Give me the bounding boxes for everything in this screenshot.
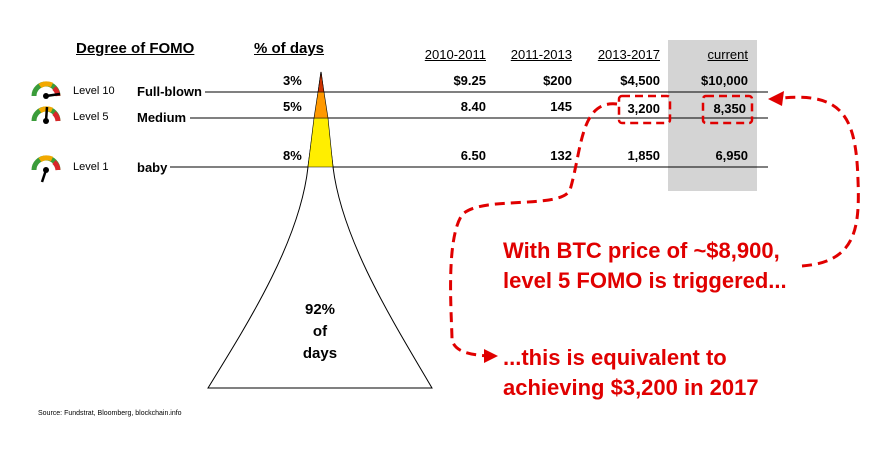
funnel-days: days bbox=[302, 345, 338, 362]
level-1-value-2013: 1,850 bbox=[627, 148, 660, 163]
period-header-2013: 2013-2017 bbox=[597, 47, 660, 62]
secondary-callout-line-1: ...this is equivalent to bbox=[503, 345, 727, 370]
arrowhead-current bbox=[768, 91, 784, 106]
level-5-value-2011: 145 bbox=[550, 99, 572, 114]
level-5-value-2013: 3,200 bbox=[627, 101, 660, 116]
arrowhead-2017 bbox=[484, 349, 498, 363]
period-header-current: current bbox=[707, 47, 748, 62]
funnel-level-10-fill bbox=[317, 71, 325, 93]
level-1-value-2010: 6.50 bbox=[460, 148, 486, 163]
funnel-of: of bbox=[312, 323, 328, 340]
level-5-pct: 5% bbox=[283, 99, 302, 114]
funnel-pct: 92% bbox=[304, 301, 336, 318]
main-callout-line-1: With BTC price of ~$8,900, bbox=[503, 238, 780, 263]
highlight-box-8350 bbox=[701, 94, 754, 125]
level-10-value-2013: $4,500 bbox=[620, 73, 660, 88]
current-column-highlight bbox=[668, 40, 757, 191]
level-10-pct: 3% bbox=[283, 73, 302, 88]
gauge-level-5-icon bbox=[31, 106, 61, 124]
pct-days-header: % of days bbox=[254, 40, 325, 57]
level-5-name: Medium bbox=[137, 110, 190, 125]
source-note: Source: Fundstrat, Bloomberg, blockchain… bbox=[38, 410, 182, 417]
funnel-bottom-label: 92% of days bbox=[290, 299, 350, 365]
secondary-callout-line-2: achieving $3,200 in 2017 bbox=[503, 375, 759, 400]
level-10-value-current: $10,000 bbox=[701, 73, 748, 88]
period-header-2011: 2011-2013 bbox=[510, 47, 572, 62]
level-1-pct: 8% bbox=[283, 148, 302, 163]
level-1-label: Level 1 bbox=[73, 161, 109, 173]
degree-of-fomo-header: Degree of FOMO bbox=[76, 40, 195, 57]
funnel-level-5-fill bbox=[313, 91, 329, 119]
level-10-name: Full-blown bbox=[137, 84, 204, 99]
highlight-box-3200 bbox=[617, 94, 672, 125]
funnel-outline bbox=[207, 71, 433, 389]
level-10-label: Level 10 bbox=[73, 85, 115, 97]
period-header-2010: 2010-2011 bbox=[424, 47, 486, 62]
level-1-name: baby bbox=[137, 160, 171, 175]
level-5-value-2010: 8.40 bbox=[460, 99, 486, 114]
gauge-level-1-icon bbox=[31, 155, 61, 183]
level-10-value-2011: $200 bbox=[543, 73, 572, 88]
callout-arrow-2017 bbox=[449, 102, 618, 358]
funnel-level-1-fill bbox=[307, 117, 334, 168]
gauge-level-10-icon bbox=[31, 81, 61, 99]
main-callout-line-2: level 5 FOMO is triggered... bbox=[503, 268, 787, 293]
level-10-value-2010: $9.25 bbox=[453, 73, 486, 88]
main-callout: With BTC price of ~$8,900, level 5 FOMO … bbox=[503, 236, 787, 296]
level-5-label: Level 5 bbox=[73, 111, 109, 123]
level-1-value-2011: 132 bbox=[550, 148, 572, 163]
level-1-value-current: 6,950 bbox=[715, 148, 748, 163]
level-5-value-current: 8,350 bbox=[713, 101, 746, 116]
callout-arrow-current bbox=[781, 95, 860, 268]
secondary-callout: ...this is equivalent to achieving $3,20… bbox=[503, 343, 759, 403]
